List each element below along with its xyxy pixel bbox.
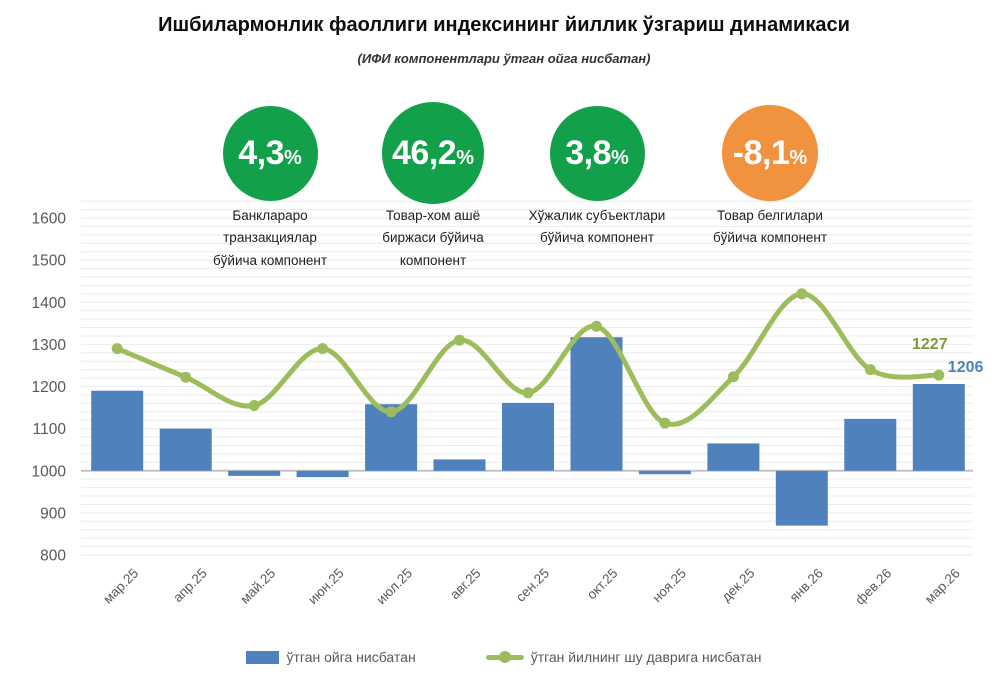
percent-sign: % <box>789 146 808 169</box>
x-tick-label: май.25 <box>237 566 278 607</box>
bar <box>707 443 760 471</box>
bar <box>228 470 281 476</box>
line-point <box>933 369 945 381</box>
kpi-value: 3,8 <box>565 133 611 172</box>
bar <box>159 428 212 471</box>
bar <box>433 459 486 471</box>
kpi-badge-trademarks: -8,1% Товар белгилари бўйича компонент <box>665 104 875 250</box>
kpi-badge-commodity-exchange: 46,2% Товар-хом ашё биржаси бўйича компо… <box>328 102 538 272</box>
legend-item-bar: ўтган ойга нисбатан <box>246 649 416 665</box>
y-tick-label: 1600 <box>32 211 67 228</box>
line-point <box>248 400 260 411</box>
line-point <box>111 343 123 355</box>
x-axis-labels: мар.25 апр.25 май.25 июн.25 июл.25 авг.25 сен.… <box>100 566 963 608</box>
kpi-badge-interbank-transactions: 4,3% Банклараро транзакциялар бўйича ком… <box>165 104 375 272</box>
line-markers <box>111 288 945 429</box>
kpi-badge-business-entities: 3,8% Хўжалик субъектлари бўйича компонен… <box>492 104 702 250</box>
y-tick-label: 1200 <box>32 379 67 396</box>
bar <box>502 402 554 471</box>
bar <box>570 337 623 471</box>
line-point <box>659 417 671 429</box>
line-end-value-label: 1227 <box>912 336 948 353</box>
x-tick-label: фев.26 <box>852 566 894 608</box>
line-point <box>727 371 739 383</box>
bar <box>775 470 828 526</box>
chart-subtitle: (ИФИ компонентлари ўтган ойга нисбатан) <box>357 51 651 66</box>
line-swatch-icon <box>485 651 524 663</box>
x-tick-label: ноя.25 <box>649 566 689 606</box>
kpi-value: -8,1 <box>732 133 790 172</box>
kpi-label: Товар белгилари бўйича компонент <box>712 208 828 246</box>
line-point <box>180 371 192 383</box>
line-point <box>522 387 534 399</box>
bar <box>91 390 144 471</box>
bar <box>638 470 691 475</box>
bar-swatch-icon <box>246 650 280 664</box>
kpi-label: Банклараро транзакциялар бўйича компонен… <box>212 208 328 268</box>
x-tick-label: авг.25 <box>447 566 484 603</box>
legend: ўтган ойга нисбатан ўтган йилнинг шу дав… <box>0 649 1008 665</box>
legend-label-bar: ўтган ойга нисбатан <box>286 649 416 665</box>
x-tick-label: мар.25 <box>100 566 141 607</box>
kpi-value: 46,2 <box>392 133 457 172</box>
y-tick-label: 1500 <box>32 253 67 270</box>
y-tick-label: 1000 <box>32 463 67 480</box>
percent-sign: % <box>610 146 629 169</box>
y-axis-labels: 1600 1500 1400 1300 1200 1100 1000 900 800 <box>32 211 67 565</box>
percent-sign: % <box>283 146 302 169</box>
bar <box>844 418 897 471</box>
percent-sign: % <box>456 146 474 169</box>
kpi-circle: 46,2% <box>382 102 484 204</box>
x-tick-label: дек.25 <box>719 566 758 605</box>
kpi-label: Товар-хом ашё биржаси бўйича компонент <box>382 208 484 268</box>
bar <box>296 470 349 478</box>
line-point <box>796 288 808 300</box>
y-tick-label: 1300 <box>32 337 67 354</box>
kpi-circle: 4,3% <box>222 105 318 201</box>
x-tick-label: июн.25 <box>305 566 347 608</box>
y-tick-label: 1400 <box>32 295 67 312</box>
line-point <box>864 364 876 376</box>
chart-title: Ишбилармонлик фаоллиги индексининг йилли… <box>158 14 850 36</box>
legend-item-line: ўтган йилнинг шу даврига нисбатан <box>485 649 762 665</box>
kpi-value: 4,3 <box>238 133 284 172</box>
x-tick-label: июл.25 <box>373 566 415 608</box>
x-tick-label: окт.25 <box>584 566 621 603</box>
x-tick-label: мар.26 <box>922 566 963 607</box>
line-point <box>591 320 602 332</box>
bar-series <box>91 337 965 526</box>
x-tick-label: сен.25 <box>513 566 552 605</box>
line-point <box>317 343 329 355</box>
line-point <box>385 406 397 418</box>
x-tick-label: апр.25 <box>170 566 210 606</box>
kpi-circle: 3,8% <box>549 105 645 201</box>
bar <box>912 384 965 471</box>
line-point <box>454 334 465 346</box>
bar-end-value-label: 1206 <box>948 359 984 376</box>
kpi-circle: -8,1% <box>722 105 818 201</box>
y-tick-label: 800 <box>40 548 66 565</box>
legend-label-line: ўтган йилнинг шу даврига нисбатан <box>530 649 762 665</box>
x-tick-label: янв.26 <box>787 566 826 605</box>
kpi-label: Хўжалик субъектлари бўйича компонент <box>528 208 666 246</box>
line-marker-icon <box>498 651 511 663</box>
y-tick-label: 900 <box>40 505 66 522</box>
y-tick-label: 1100 <box>33 421 67 438</box>
